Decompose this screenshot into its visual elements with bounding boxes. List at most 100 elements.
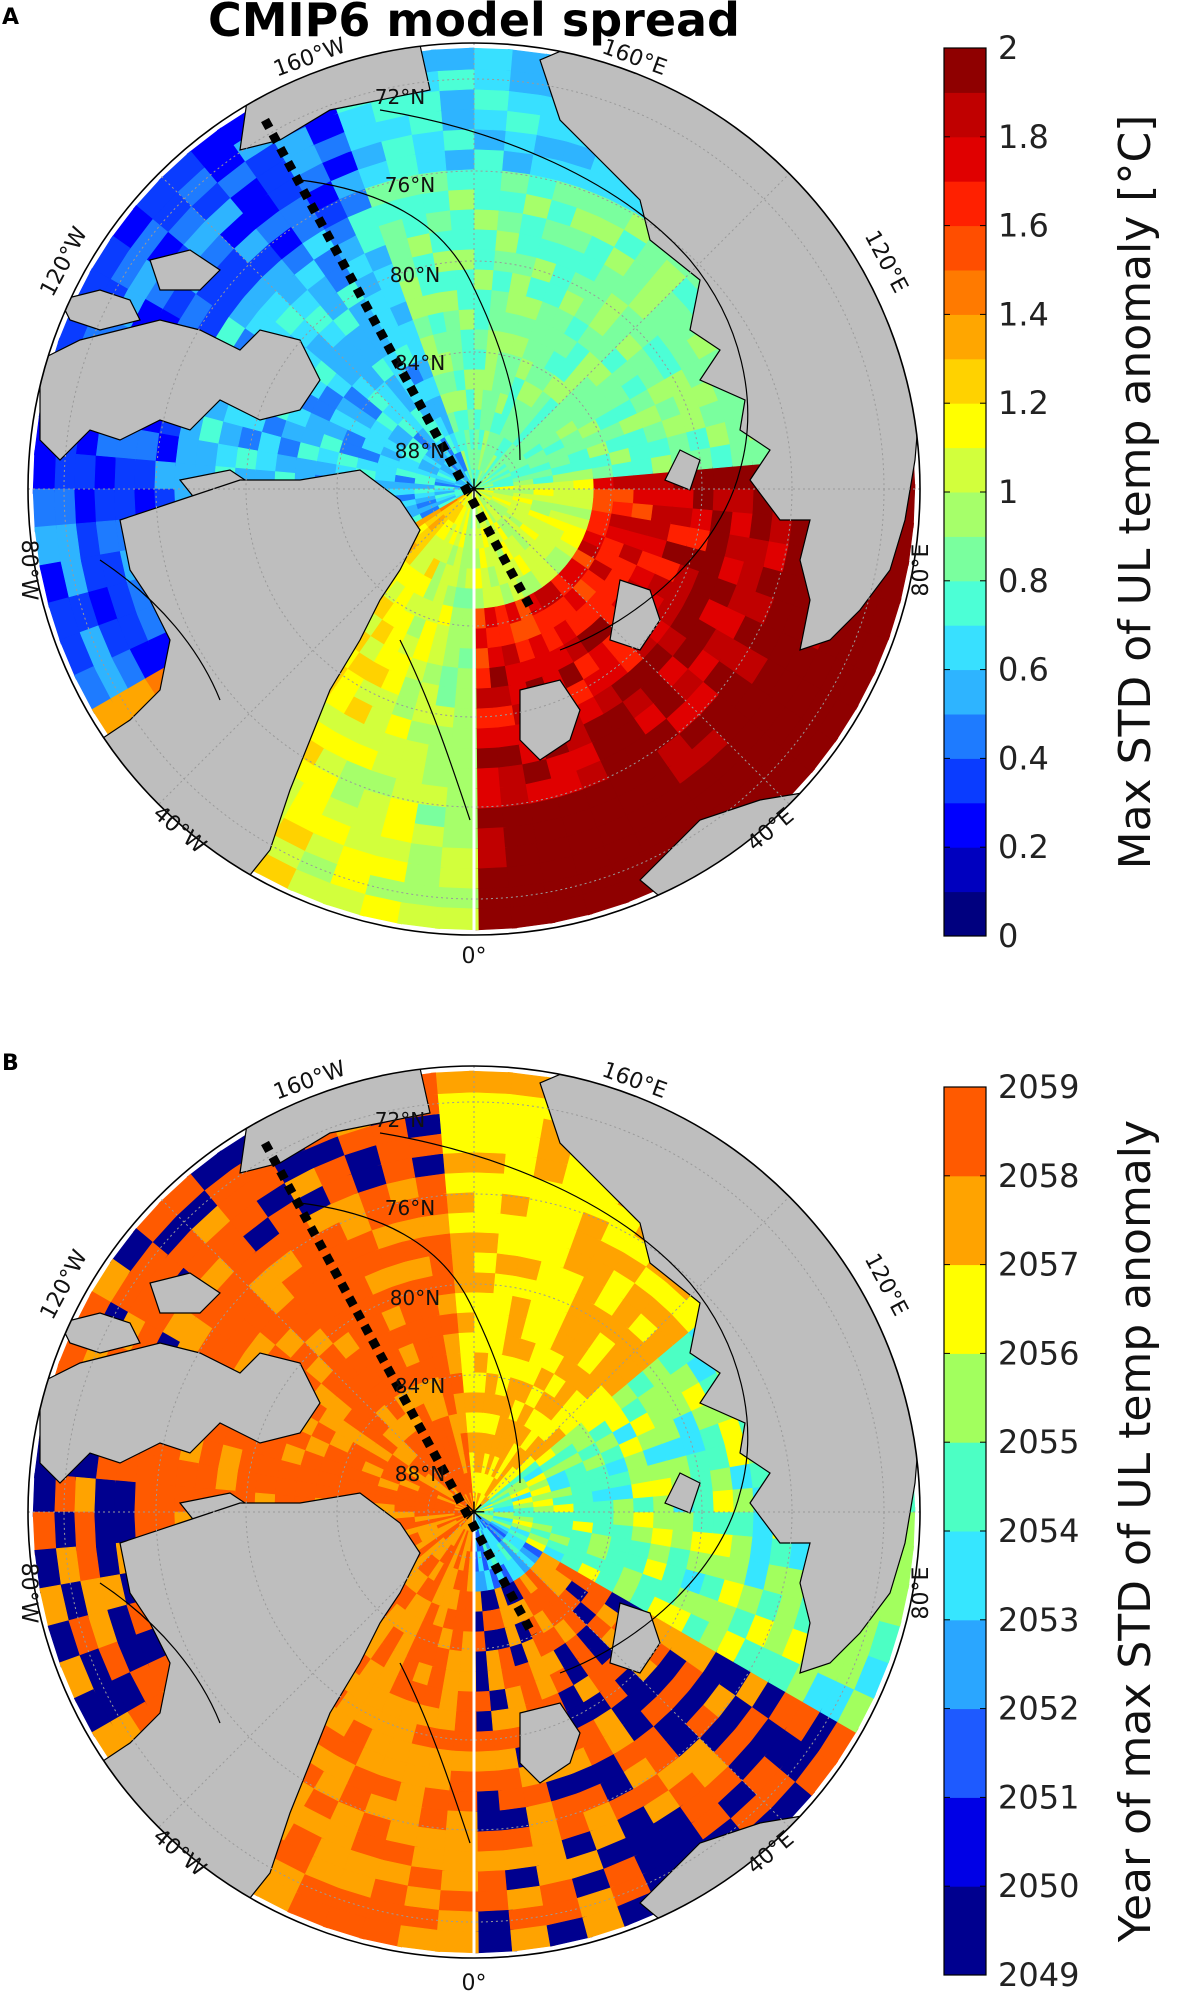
map-b-cell (442, 1850, 478, 1874)
colorbar-a-swatch (944, 802, 986, 848)
map-b-cell (32, 1511, 57, 1556)
map-b-cell (470, 1210, 501, 1234)
colorbar-a-swatch (944, 358, 986, 404)
map-b-cell (712, 1509, 736, 1536)
map-b-cell (32, 1473, 56, 1517)
map-a-cell (52, 451, 76, 494)
map-a-cell (593, 487, 616, 502)
map-a-land-novaya-zemlya (609, 449, 701, 651)
map-a-cell (732, 485, 756, 514)
map-b-cell (438, 1890, 479, 1914)
panel-a-colorbar: 2 1.8 1.6 1.4 1.2 1 0.8 0.6 0.4 0.2 0 Max STD of U… (943, 29, 1161, 955)
map-a-cell (443, 807, 478, 831)
colorbar-b-tick-label: 2053 (998, 1601, 1079, 1639)
map-b-cell (435, 1930, 479, 1954)
colorbar-a-tick-label: 1 (998, 473, 1018, 511)
colorbar-a-swatch (944, 580, 986, 626)
map-b-cell (472, 1370, 487, 1393)
map-b-cell (470, 1170, 505, 1194)
map-a-field (28, 43, 920, 935)
lat-label-b-84: 84°N (395, 1374, 445, 1398)
map-a-boundary (27, 42, 921, 936)
colorbar-b-swatch (944, 1087, 986, 1177)
map-b-cell (112, 1480, 136, 1516)
map-a-cell (32, 450, 56, 494)
colorbar-a-tick-label: 1.6 (998, 207, 1049, 245)
map-b-cell (471, 1330, 491, 1353)
colorbar-a-label: Max STD of UL temp anomaly [°C] (1110, 115, 1161, 870)
lat-label-b-80: 80°N (390, 1286, 440, 1310)
map-b-cell (473, 1929, 518, 1954)
colorbar-b-label: Year of max STD of UL temp anomaly (1110, 1120, 1161, 1943)
lon-label-b-0: 0° (462, 1971, 487, 1996)
map-a-cell (470, 207, 499, 231)
colorbar-b-tick-label: 2056 (998, 1334, 1079, 1372)
map-b-cell (92, 1478, 116, 1517)
map-b-cell (613, 1510, 636, 1527)
colorbar-a-tick-label: 1.4 (998, 295, 1049, 333)
map-a-cell (92, 455, 116, 494)
colorbar-b-tick-label: 2049 (998, 1956, 1079, 1994)
colorbar-a-tick-label: 0.2 (998, 828, 1049, 866)
map-a-cell (435, 907, 479, 931)
lat-label-72: 72°N (375, 85, 425, 109)
map-a-cell (442, 827, 478, 851)
map-b-cell (672, 1509, 696, 1532)
colorbar-a-swatch (944, 669, 986, 715)
colorbar-b-swatch (944, 1264, 986, 1354)
map-b-cell (471, 1290, 494, 1314)
map-b-cell (469, 1090, 512, 1114)
map-a-pole-marker: ✳ (462, 473, 485, 506)
lat-label-76: 76°N (385, 173, 435, 197)
colorbar-b-tick-label: 2054 (998, 1512, 1079, 1550)
map-a-cell (473, 906, 518, 931)
lon-label-80e: 80°E (909, 544, 934, 597)
map-a-land-svalbard (519, 679, 581, 761)
colorbar-a-tick-label: 0.6 (998, 651, 1049, 689)
panel-a: A CMIP6 model spread (2, 0, 1161, 969)
map-a-cell (470, 187, 501, 211)
colorbar-b-swatch (944, 1619, 986, 1710)
colorbar-b-tick-label: 2058 (998, 1157, 1079, 1195)
colorbar-b-tick-label: 2059 (998, 1068, 1079, 1106)
map-a-cell (470, 147, 505, 171)
map-a-contours (99, 109, 749, 821)
colorbar-b-swatch (944, 1531, 986, 1621)
colorbar-b-tick-label: 2055 (998, 1423, 1079, 1461)
map-b-cell (72, 1476, 96, 1517)
colorbar-a-swatch (944, 270, 986, 315)
colorbar-b-tick-label: 2050 (998, 1867, 1079, 1905)
lat-label-b-88: 88°N (395, 1462, 445, 1486)
map-a-land-greenland (99, 469, 421, 901)
lon-label-b-80w: 80°W (16, 1563, 41, 1624)
map-a-cell (469, 107, 508, 131)
colorbar-b-swatch (944, 1442, 986, 1532)
map-b-cell (470, 1150, 506, 1174)
lon-label-b-80e: 80°E (909, 1567, 934, 1620)
colorbar-b-tick-label: 2051 (998, 1778, 1079, 1816)
map-b-cell (471, 1250, 498, 1274)
panel-b: B (2, 1051, 1161, 1996)
lat-label-b-76: 76°N (385, 1196, 435, 1220)
panel-a-letter: A (2, 5, 19, 30)
map-a-cell (672, 486, 696, 509)
colorbar-a-swatch (944, 136, 986, 182)
colorbar-b-tick-label: 2052 (998, 1690, 1079, 1728)
map-a-cell (438, 867, 479, 891)
colorbar-a-swatches (944, 48, 986, 937)
colorbar-b-swatch (944, 1708, 986, 1798)
panel-b-colorbar: 2059 2058 2057 2056 2055 2054 2053 2052 2051 2050… (943, 1068, 1161, 1994)
colorbar-a-tick-label: 0.4 (998, 739, 1049, 777)
map-a-cell (472, 347, 487, 370)
map-b-cell (470, 1230, 499, 1254)
map-a-transect (261, 117, 537, 615)
map-b-cell (593, 1510, 616, 1525)
colorbar-a-tick-label: 1.8 (998, 118, 1049, 156)
map-b-cell (469, 1130, 508, 1154)
colorbar-b-swatch (944, 1797, 986, 1887)
colorbar-b-swatch (944, 1886, 986, 1976)
lon-label-0: 0° (462, 944, 487, 969)
lat-label-88: 88°N (395, 439, 445, 463)
map-a-cell (633, 486, 656, 506)
map-b-cell (692, 1509, 716, 1534)
